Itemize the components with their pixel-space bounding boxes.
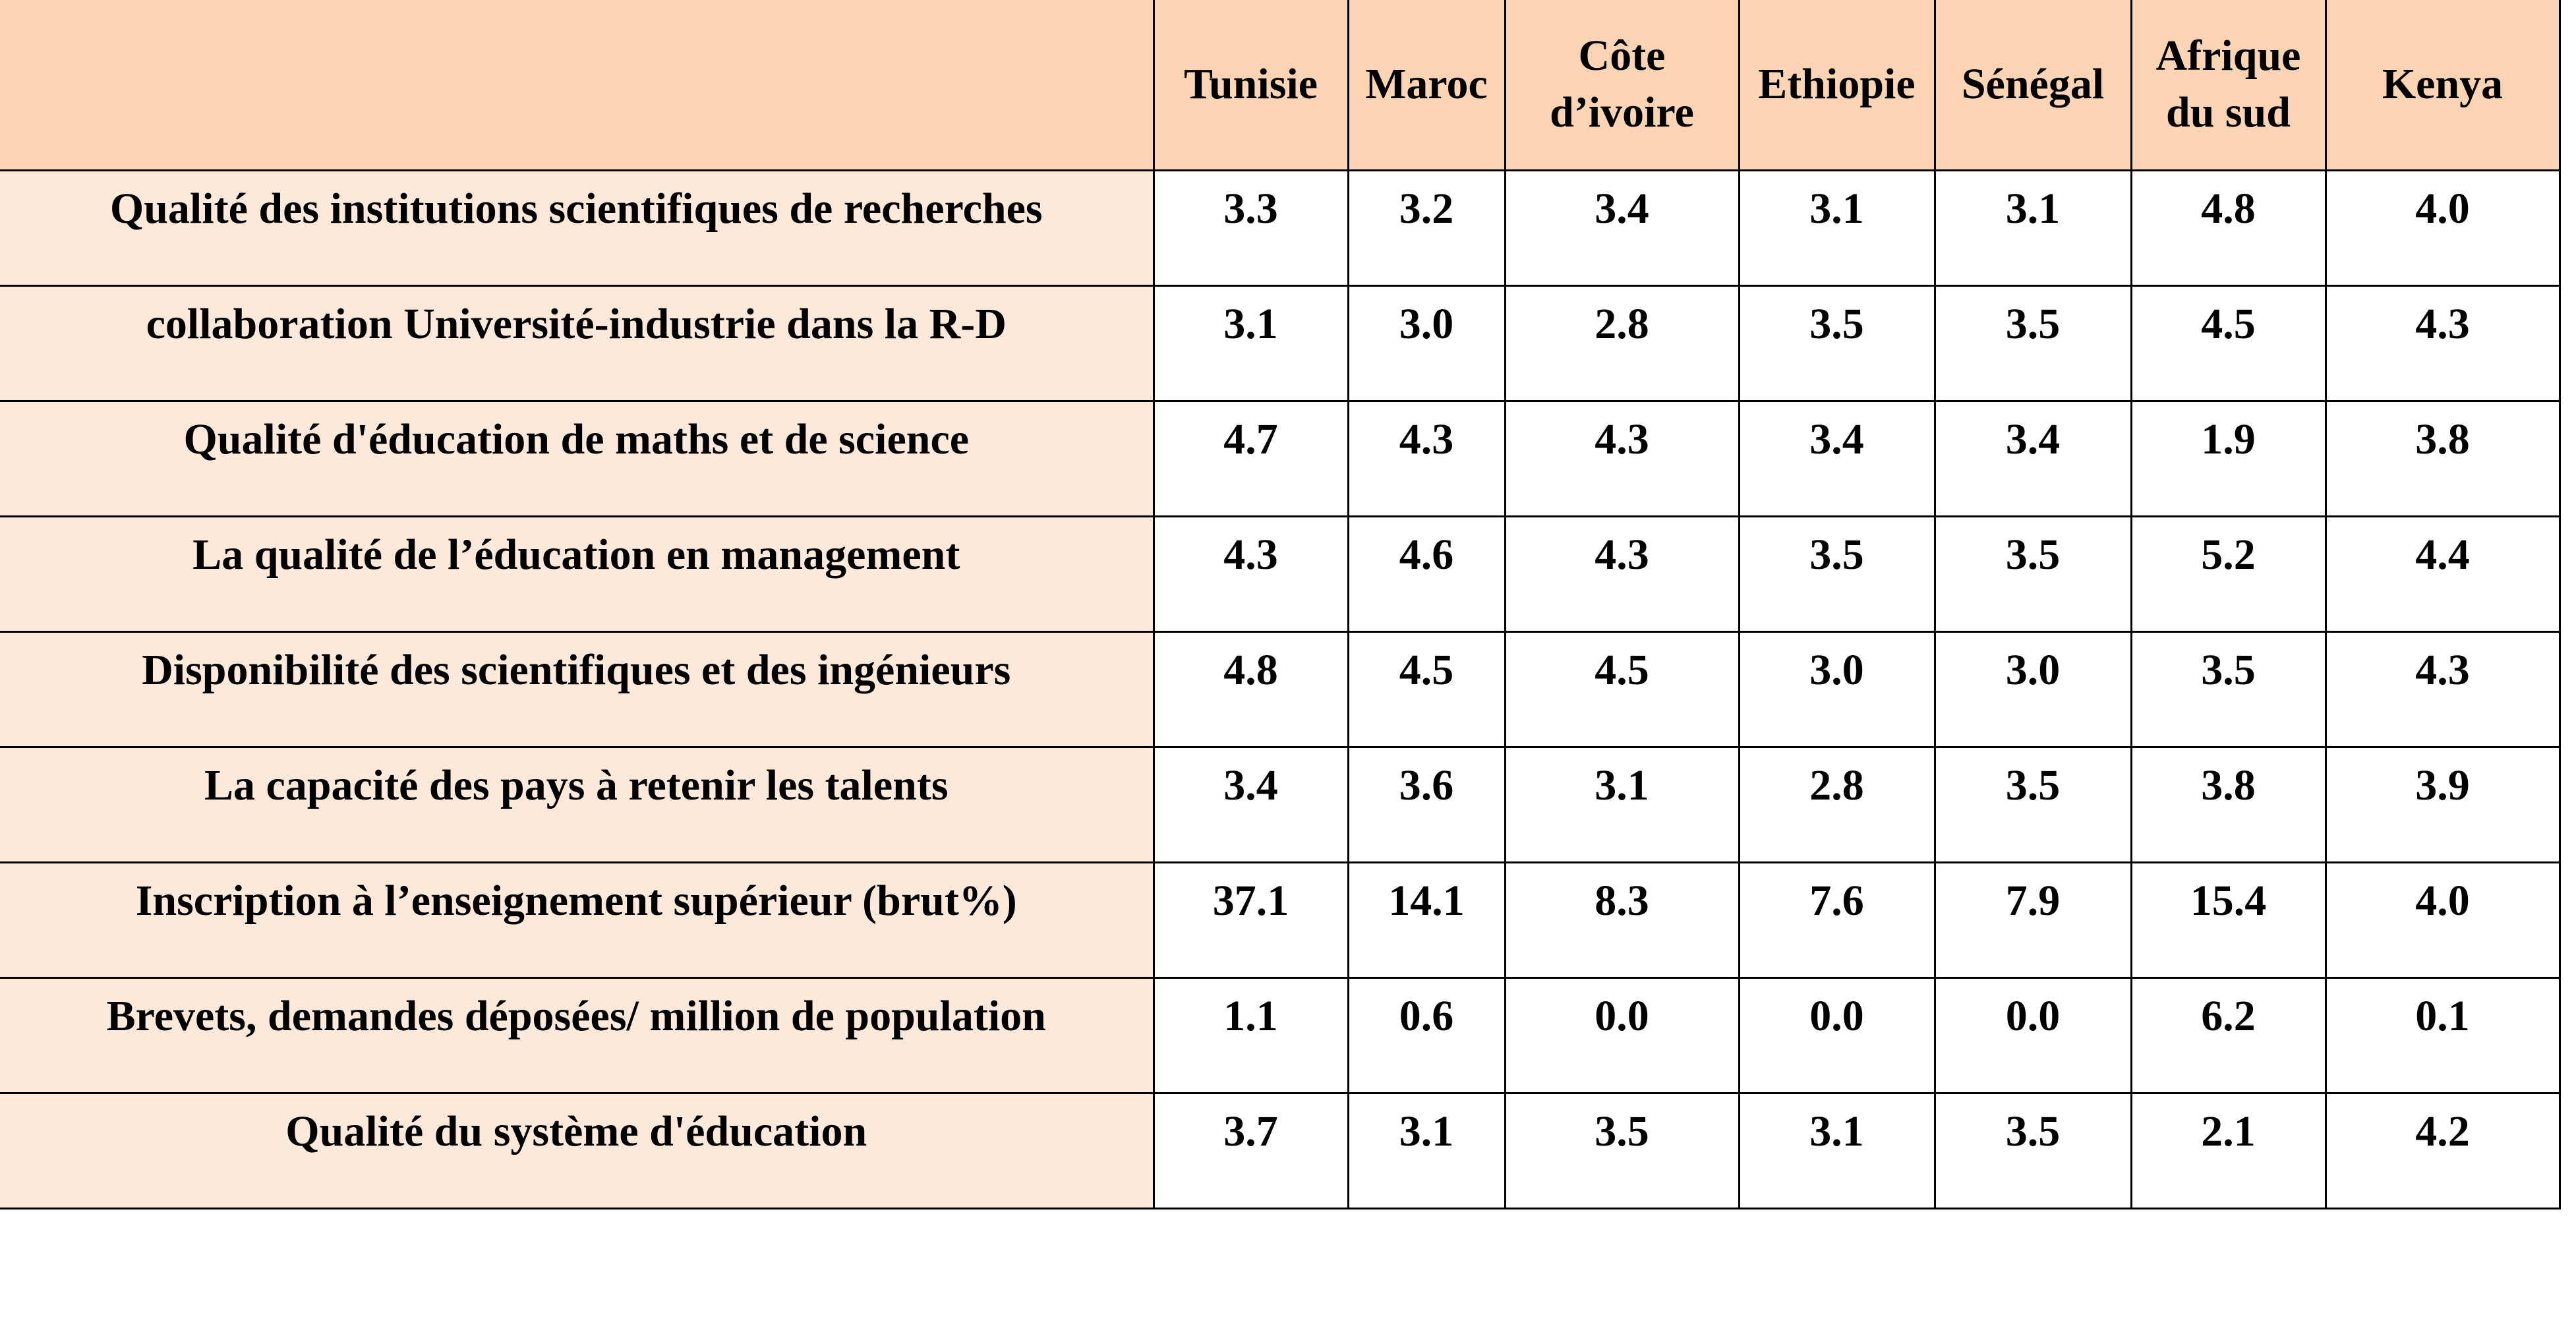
cell-value: 3.4 bbox=[1152, 745, 1349, 863]
row-label: Disponibilité des scientifiques et des i… bbox=[0, 630, 1155, 748]
column-header: Afrique du sud bbox=[2130, 0, 2327, 171]
cell-value: 0.0 bbox=[1933, 976, 2132, 1094]
table-row: Disponibilité des scientifiques et des i… bbox=[0, 630, 2561, 748]
cell-value: 4.3 bbox=[1152, 515, 1349, 633]
cell-value: 4.3 bbox=[1504, 515, 1740, 633]
cell-value: 3.8 bbox=[2324, 399, 2561, 517]
cell-value: 15.4 bbox=[2130, 861, 2327, 979]
column-header: Maroc bbox=[1347, 0, 1506, 171]
table-row: La qualité de l’éducation en management 4… bbox=[0, 515, 2561, 633]
cell-value: 3.0 bbox=[1738, 630, 1936, 748]
cell-value: 2.1 bbox=[2130, 1092, 2327, 1209]
cell-value: 4.8 bbox=[2130, 169, 2327, 287]
cell-value: 3.1 bbox=[1152, 284, 1349, 402]
table-row: collaboration Université-industrie dans … bbox=[0, 284, 2561, 402]
table-row: Qualité du système d'éducation 3.7 3.1 3.5 3… bbox=[0, 1092, 2561, 1209]
cell-value: 0.0 bbox=[1504, 976, 1740, 1094]
cell-value: 14.1 bbox=[1347, 861, 1506, 979]
cell-value: 3.5 bbox=[1738, 515, 1936, 633]
cell-value: 0.0 bbox=[1738, 976, 1936, 1094]
row-label: La qualité de l’éducation en management bbox=[0, 515, 1155, 633]
table-header: Tunisie Maroc Côte d’ivoire Ethiopie Sénégal… bbox=[0, 0, 2561, 171]
row-label: Brevets, demandes déposées/ million de p… bbox=[0, 976, 1155, 1094]
page: Tunisie Maroc Côte d’ivoire Ethiopie Sénégal… bbox=[0, 0, 2561, 1209]
cell-value: 3.3 bbox=[1152, 169, 1349, 287]
cell-value: 3.2 bbox=[1347, 169, 1506, 287]
cell-value: 3.1 bbox=[1738, 1092, 1936, 1209]
column-header: Kenya bbox=[2324, 0, 2561, 171]
cell-value: 0.6 bbox=[1347, 976, 1506, 1094]
cell-value: 3.1 bbox=[1347, 1092, 1506, 1209]
cell-value: 3.7 bbox=[1152, 1092, 1349, 1209]
cell-value: 3.4 bbox=[1738, 399, 1936, 517]
cell-value: 3.5 bbox=[1933, 515, 2132, 633]
table-row: Inscription à l’enseignement supérieur (… bbox=[0, 861, 2561, 979]
cell-value: 1.1 bbox=[1152, 976, 1349, 1094]
table-row: Qualité des institutions scientifiques d… bbox=[0, 169, 2561, 287]
cell-value: 4.8 bbox=[1152, 630, 1349, 748]
column-header bbox=[0, 0, 1155, 171]
cell-value: 3.5 bbox=[1933, 284, 2132, 402]
cell-value: 4.5 bbox=[1347, 630, 1506, 748]
cell-value: 4.5 bbox=[1504, 630, 1740, 748]
row-label: Qualité des institutions scientifiques d… bbox=[0, 169, 1155, 287]
cell-value: 0.1 bbox=[2324, 976, 2561, 1094]
cell-value: 3.1 bbox=[1504, 745, 1740, 863]
row-label: Qualité d'éducation de maths et de scien… bbox=[0, 399, 1155, 517]
cell-value: 4.0 bbox=[2324, 861, 2561, 979]
column-header: Ethiopie bbox=[1738, 0, 1936, 171]
cell-value: 7.9 bbox=[1933, 861, 2132, 979]
table-row: Qualité d'éducation de maths et de scien… bbox=[0, 399, 2561, 517]
cell-value: 3.1 bbox=[1933, 169, 2132, 287]
table-body: Qualité des institutions scientifiques d… bbox=[0, 169, 2561, 1209]
cell-value: 3.5 bbox=[1738, 284, 1936, 402]
cell-value: 3.9 bbox=[2324, 745, 2561, 863]
cell-value: 3.5 bbox=[1933, 1092, 2132, 1209]
cell-value: 4.3 bbox=[1504, 399, 1740, 517]
cell-value: 8.3 bbox=[1504, 861, 1740, 979]
cell-value: 3.5 bbox=[1504, 1092, 1740, 1209]
cell-value: 4.4 bbox=[2324, 515, 2561, 633]
table-row: Brevets, demandes déposées/ million de p… bbox=[0, 976, 2561, 1094]
cell-value: 1.9 bbox=[2130, 399, 2327, 517]
row-label: La capacité des pays à retenir les talen… bbox=[0, 745, 1155, 863]
row-label: collaboration Université-industrie dans … bbox=[0, 284, 1155, 402]
cell-value: 3.4 bbox=[1933, 399, 2132, 517]
cell-value: 4.5 bbox=[2130, 284, 2327, 402]
cell-value: 4.3 bbox=[1347, 399, 1506, 517]
column-header: Sénégal bbox=[1933, 0, 2132, 171]
cell-value: 3.4 bbox=[1504, 169, 1740, 287]
cell-value: 3.5 bbox=[2130, 630, 2327, 748]
cell-value: 4.0 bbox=[2324, 169, 2561, 287]
cell-value: 3.8 bbox=[2130, 745, 2327, 863]
cell-value: 4.7 bbox=[1152, 399, 1349, 517]
cell-value: 6.2 bbox=[2130, 976, 2327, 1094]
cell-value: 3.5 bbox=[1933, 745, 2132, 863]
cell-value: 4.3 bbox=[2324, 284, 2561, 402]
cell-value: 3.0 bbox=[1347, 284, 1506, 402]
cell-value: 5.2 bbox=[2130, 515, 2327, 633]
column-header: Côte d’ivoire bbox=[1504, 0, 1740, 171]
header-row: Tunisie Maroc Côte d’ivoire Ethiopie Sénégal… bbox=[0, 0, 2561, 171]
row-label: Qualité du système d'éducation bbox=[0, 1092, 1155, 1209]
cell-value: 4.3 bbox=[2324, 630, 2561, 748]
table-row: La capacité des pays à retenir les talen… bbox=[0, 745, 2561, 863]
cell-value: 4.2 bbox=[2324, 1092, 2561, 1209]
data-table: Tunisie Maroc Côte d’ivoire Ethiopie Sénégal… bbox=[0, 0, 2561, 1209]
cell-value: 3.0 bbox=[1933, 630, 2132, 748]
cell-value: 37.1 bbox=[1152, 861, 1349, 979]
cell-value: 3.1 bbox=[1738, 169, 1936, 287]
cell-value: 7.6 bbox=[1738, 861, 1936, 979]
cell-value: 4.6 bbox=[1347, 515, 1506, 633]
cell-value: 2.8 bbox=[1738, 745, 1936, 863]
row-label: Inscription à l’enseignement supérieur (… bbox=[0, 861, 1155, 979]
cell-value: 2.8 bbox=[1504, 284, 1740, 402]
cell-value: 3.6 bbox=[1347, 745, 1506, 863]
column-header: Tunisie bbox=[1152, 0, 1349, 171]
